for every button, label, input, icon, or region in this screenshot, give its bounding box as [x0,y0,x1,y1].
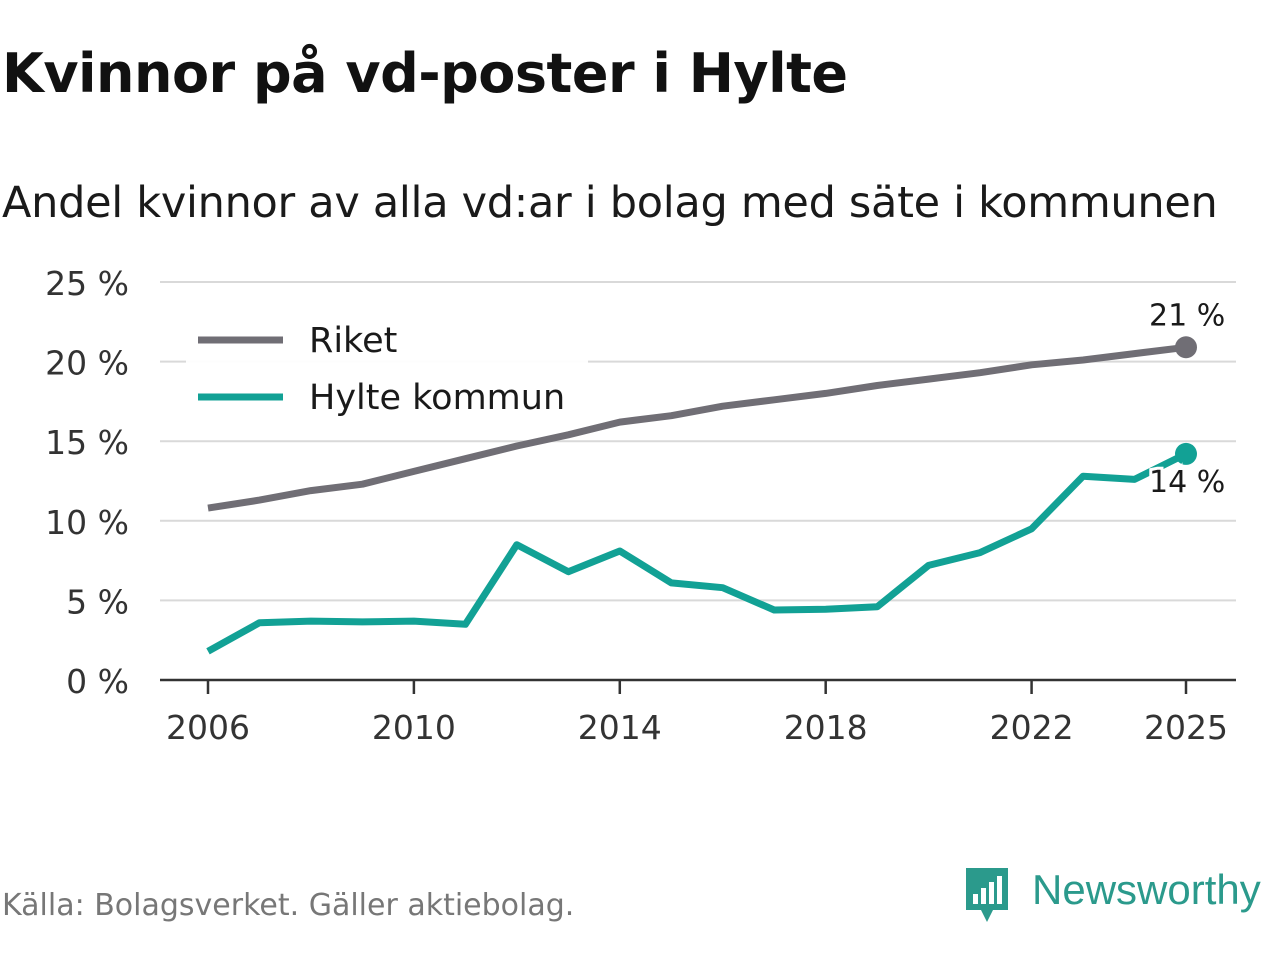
legend-background [186,312,588,424]
series-line-hylte-kommun [206,450,1188,655]
x-tick-label: 2025 [1144,708,1228,747]
newsworthy-logo[interactable]: Newsworthy [962,864,1280,928]
chart-subtitle: Andel kvinnor av alla vd:ar i bolag med … [2,178,1218,228]
newsworthy-logo-icon [966,868,1008,922]
end-marker [1175,442,1197,465]
series-lines [206,343,1188,655]
end-marker [1175,336,1197,359]
x-tick-label: 2010 [372,708,456,747]
source-note: Källa: Bolagsverket. Gäller aktiebolag. [2,888,575,923]
y-axis-tick-labels: 0 % 5 % 10 % 15 % 20 % 25 % [45,264,129,701]
brand-name: Newsworthy [1032,866,1261,913]
y-tick-label: 15 % [45,423,129,462]
y-tick-label: 0 % [66,662,129,701]
end-value-label: 21 % [1149,298,1225,333]
series-line-riket [207,343,1187,512]
y-tick-label: 20 % [45,344,129,383]
y-tick-label: 10 % [45,503,129,542]
legend: Riket Hylte kommun [186,312,588,424]
legend-label: Riket [309,321,397,361]
x-tick-label: 2006 [166,708,250,747]
y-tick-label: 25 % [45,264,129,303]
x-tick-label: 2014 [578,708,662,747]
chart-title: Kvinnor på vd-poster i Hylte [2,42,848,105]
legend-label: Hylte kommun [309,378,565,418]
x-axis: 2006 2010 2014 2018 2022 2025 [160,678,1236,747]
end-markers: 21 % 14 % [1146,295,1228,503]
x-tick-label: 2018 [784,708,868,747]
y-tick-label: 5 % [66,582,129,621]
end-value-label: 14 % [1149,465,1225,500]
x-tick-label: 2022 [990,708,1074,747]
